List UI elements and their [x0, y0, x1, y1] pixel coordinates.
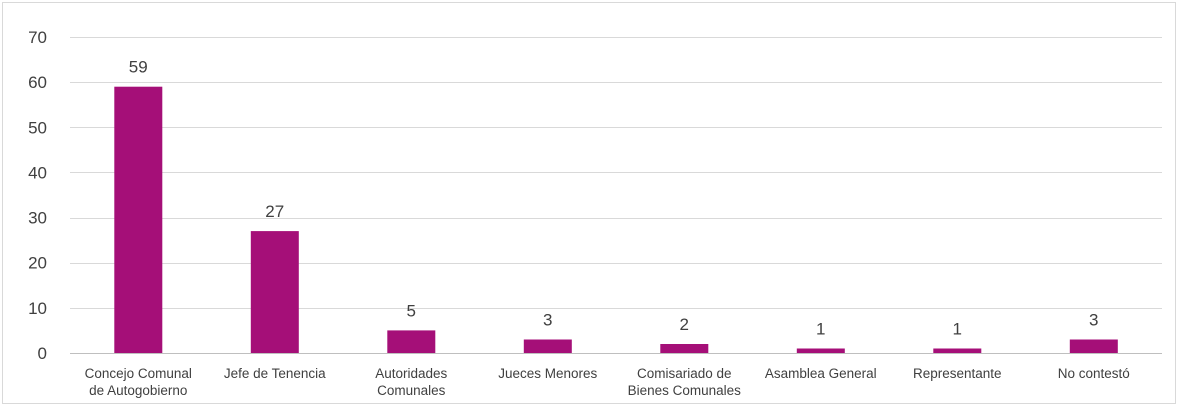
category-label-8: No contestó — [1058, 366, 1130, 381]
bar-6 — [796, 348, 845, 353]
data-label-4: 3 — [543, 310, 552, 329]
bars — [114, 86, 1118, 353]
gridlines — [70, 37, 1162, 309]
bar-4 — [523, 339, 572, 353]
category-label-7: Representante — [913, 366, 1002, 381]
data-label-8: 3 — [1089, 310, 1098, 329]
category-label-6: Asamblea General — [765, 366, 877, 381]
data-label-3: 5 — [407, 301, 416, 320]
y-tick-label-60: 60 — [28, 73, 47, 92]
data-label-7: 1 — [953, 319, 962, 338]
data-label-5: 2 — [680, 315, 689, 334]
bar-7 — [933, 348, 982, 353]
bar-1 — [114, 86, 163, 353]
bar-8 — [1069, 339, 1118, 353]
bar-2 — [250, 231, 299, 353]
y-tick-label-70: 70 — [28, 28, 47, 47]
category-label-1: Concejo Comunal de Autogobierno — [85, 366, 192, 398]
category-label-5: Comisariado de Bienes Comunales — [628, 366, 742, 398]
data-label-6: 1 — [816, 319, 825, 338]
data-label-2: 27 — [265, 202, 284, 221]
y-tick-label-50: 50 — [28, 118, 47, 137]
y-tick-labels: 0 10 20 30 40 50 60 70 — [28, 28, 47, 363]
category-label-3: Autoridades Comunales — [375, 366, 447, 398]
y-tick-label-40: 40 — [28, 163, 47, 182]
bar-3 — [387, 330, 436, 353]
category-labels: Concejo Comunal de Autogobierno Jefe de Te… — [85, 366, 1130, 398]
y-tick-label-0: 0 — [38, 344, 47, 363]
data-labels: 59 27 5 3 2 1 1 3 — [129, 58, 1099, 339]
y-tick-label-20: 20 — [28, 254, 47, 273]
category-label-2: Jefe de Tenencia — [224, 366, 326, 381]
category-label-4: Jueces Menores — [498, 366, 597, 381]
y-tick-label-30: 30 — [28, 209, 47, 228]
data-label-1: 59 — [129, 58, 148, 77]
bar-5 — [660, 344, 709, 353]
y-tick-label-10: 10 — [28, 299, 47, 318]
